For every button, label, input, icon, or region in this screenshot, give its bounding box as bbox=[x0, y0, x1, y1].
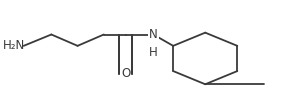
Text: H₂N: H₂N bbox=[3, 39, 25, 52]
Text: N: N bbox=[149, 28, 158, 41]
Text: O: O bbox=[121, 67, 130, 80]
Text: H: H bbox=[149, 46, 158, 59]
